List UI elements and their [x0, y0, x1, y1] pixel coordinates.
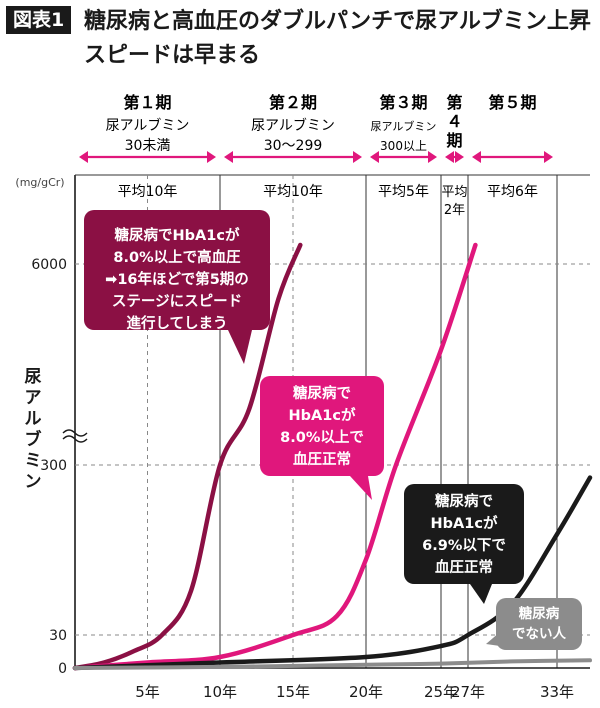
callout-text-line: 血圧正常: [435, 558, 493, 576]
chart-title: 糖尿病と高血圧のダブルパンチで尿アルブミン上昇スピードは早まる: [84, 9, 591, 68]
stage-range: 30～299: [264, 138, 323, 154]
series-layer: [72, 242, 593, 671]
stage-range: 30未満: [125, 138, 171, 154]
series-line-3: [73, 658, 592, 670]
x-tick-label: 33年: [540, 683, 574, 701]
stage-subtitle: 尿アルブミン: [106, 117, 190, 134]
stage-avg-label: 平均10年: [118, 184, 178, 200]
y-axis-label-char: ミ: [25, 451, 42, 471]
figure-label-badge: 図表1: [6, 6, 72, 34]
x-tick-label: 10年: [203, 683, 237, 701]
stage-arrow-head-left: [370, 151, 379, 163]
series-line-1: [72, 242, 478, 671]
callout-text-line: HbA1cが: [289, 406, 356, 424]
y-axis-label-char: ブ: [25, 429, 42, 450]
y-tick-label: 300: [40, 458, 67, 474]
stage-name-char: 期: [446, 131, 462, 150]
y-tick-label: 6000: [31, 257, 67, 273]
stage-arrow-head-right: [428, 151, 437, 163]
callout-text-line: 8.0%以上で: [280, 429, 364, 446]
callout-layer: 糖尿病でHbA1cが8.0%以上で高血圧➡16年ほどで第5期のステージにスピード…: [84, 210, 582, 650]
y-unit-label: (mg/gCr): [15, 176, 64, 189]
stage-name: 第３期: [379, 93, 427, 112]
callout-text-line: でない人: [512, 626, 566, 642]
x-tick-label: 15年: [276, 683, 310, 701]
callout-text-line: 糖尿病で: [293, 384, 351, 402]
x-tick-label: 27年: [451, 683, 485, 701]
stage-range: 300以上: [380, 139, 427, 153]
callout-text-line: 6.9%以下で: [422, 537, 506, 554]
stage-arrow-head-left: [445, 151, 454, 163]
y-axis-label-char: ン: [25, 472, 42, 492]
stage-arrow-head-right: [207, 151, 216, 163]
callout-tail: [350, 476, 372, 500]
x-tick-label: 5年: [135, 683, 160, 701]
callout-tail: [470, 584, 492, 604]
callout-text-line: 糖尿病: [519, 605, 560, 622]
stage-name: 第１期: [123, 93, 171, 112]
callout-text-line: ステージにスピード: [112, 293, 242, 310]
stage-subtitle: 尿アルブミン: [371, 119, 437, 133]
callout-text-line: HbA1cが: [431, 514, 498, 532]
callout-tail: [486, 632, 500, 646]
y-axis-label-char: 尿: [25, 367, 42, 387]
x-tick-label: 25年: [424, 683, 458, 701]
callout-box: [496, 598, 582, 650]
stage-avg-label: 平均5年: [378, 184, 429, 200]
stage-avg-label: 平均: [441, 185, 467, 200]
callout-box: [260, 376, 384, 476]
callout-text-line: 糖尿病で: [435, 492, 493, 510]
stage-avg-label: 平均6年: [487, 184, 538, 200]
stage-name: 第２期: [269, 93, 317, 112]
stage-arrow-head-right: [544, 151, 553, 163]
callout-text-line: 血圧正常: [293, 450, 351, 468]
y-axis-label-char: ア: [25, 388, 42, 408]
stage-arrow-head-left: [472, 151, 481, 163]
series-line-0: [72, 242, 303, 671]
stage-arrow-head-right: [353, 151, 362, 163]
stage-arrow-head-right: [455, 151, 464, 163]
series-line-2: [72, 475, 593, 671]
callout-text-line: 糖尿病でHbA1cが: [115, 226, 240, 244]
callout-box: [404, 484, 524, 584]
stage-avg-label: 平均10年: [263, 184, 323, 200]
stage-subtitle: 尿アルブミン: [251, 117, 335, 134]
callout-text-line: 進行してしまう: [126, 314, 227, 332]
stage-name-char: ４: [446, 112, 462, 131]
stage-name: 第５期: [488, 93, 536, 112]
callout-text-line: ➡16年ほどで第5期の: [105, 270, 249, 288]
y-tick-label: 30: [49, 628, 67, 644]
axis-break-mark: [62, 435, 88, 443]
callout-text-line: 8.0%以上で高血圧: [113, 248, 241, 266]
stage-name-char: 第: [446, 93, 462, 112]
stage-arrow-head-left: [224, 151, 233, 163]
y-axis-label-char: ル: [25, 409, 42, 429]
axis-break-mark: [62, 429, 88, 437]
stage-arrow-head-left: [79, 151, 88, 163]
callout-box: [84, 210, 270, 330]
y-tick-label: 0: [58, 661, 67, 677]
callout-0: 糖尿病でHbA1cが 8.0%以上で高血圧 ➡16年ほどで第5期のステージにスピード…: [84, 210, 270, 364]
callout-tail: [228, 330, 252, 364]
grid-layer: [62, 174, 590, 669]
x-tick-label: 20年: [349, 683, 383, 701]
stage-avg-label: 2年: [444, 203, 465, 218]
